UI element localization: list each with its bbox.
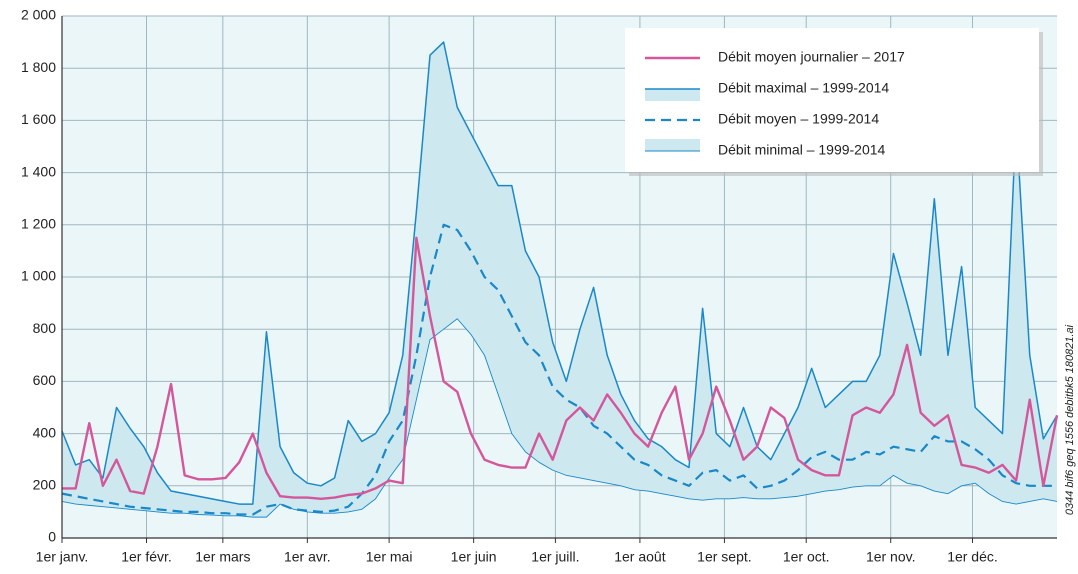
series-line [62, 236, 1059, 501]
legend-label: Débit minimal – 1999-2014 [718, 142, 886, 158]
legend-label: Débit moyen journalier – 2017 [718, 49, 905, 65]
y-tick-label: 1 200 [21, 216, 56, 232]
y-tick-label: 400 [33, 424, 57, 440]
y-tick-label: 2 000 [21, 7, 56, 23]
range-band [62, 42, 1057, 518]
x-tick-label: 1er avr. [284, 549, 331, 565]
legend-band [645, 139, 700, 151]
y-tick-label: 200 [33, 477, 57, 493]
x-tick-label: 1er janv. [36, 549, 89, 565]
y-tick-label: 800 [33, 320, 57, 336]
y-tick-label: 600 [33, 372, 57, 388]
x-tick-label: 1er déc. [947, 549, 998, 565]
legend-band [645, 89, 700, 101]
legend-label: Débit moyen – 1999-2014 [718, 111, 879, 127]
x-tick-label: 1er mars [195, 549, 250, 565]
y-tick-label: 1 000 [21, 268, 56, 284]
credit: 0344 bif6 geq 1556 debitbk5 180821.ai [1064, 324, 1076, 515]
y-tick-label: 1 800 [21, 59, 56, 75]
x-tick-label: 1er mai [366, 549, 413, 565]
series-line [61, 318, 1058, 518]
x-tick-label: 1er juill. [531, 549, 579, 565]
x-tick-label: 1er févr. [121, 549, 172, 565]
x-tick-label: 1er juin [451, 549, 497, 565]
series-line [61, 223, 1057, 516]
x-tick-label: 1er oct. [783, 549, 830, 565]
y-tick-label: 1 400 [21, 163, 56, 179]
x-tick-label: 1er nov. [866, 549, 916, 565]
series-line [61, 41, 1058, 505]
y-tick-label: 0 [48, 529, 56, 545]
legend-label: Débit maximal – 1999-2014 [718, 80, 889, 96]
x-tick-label: 1er sept. [697, 549, 751, 565]
y-tick-label: 1 600 [21, 111, 56, 127]
x-tick-label: 1er août [614, 549, 665, 565]
